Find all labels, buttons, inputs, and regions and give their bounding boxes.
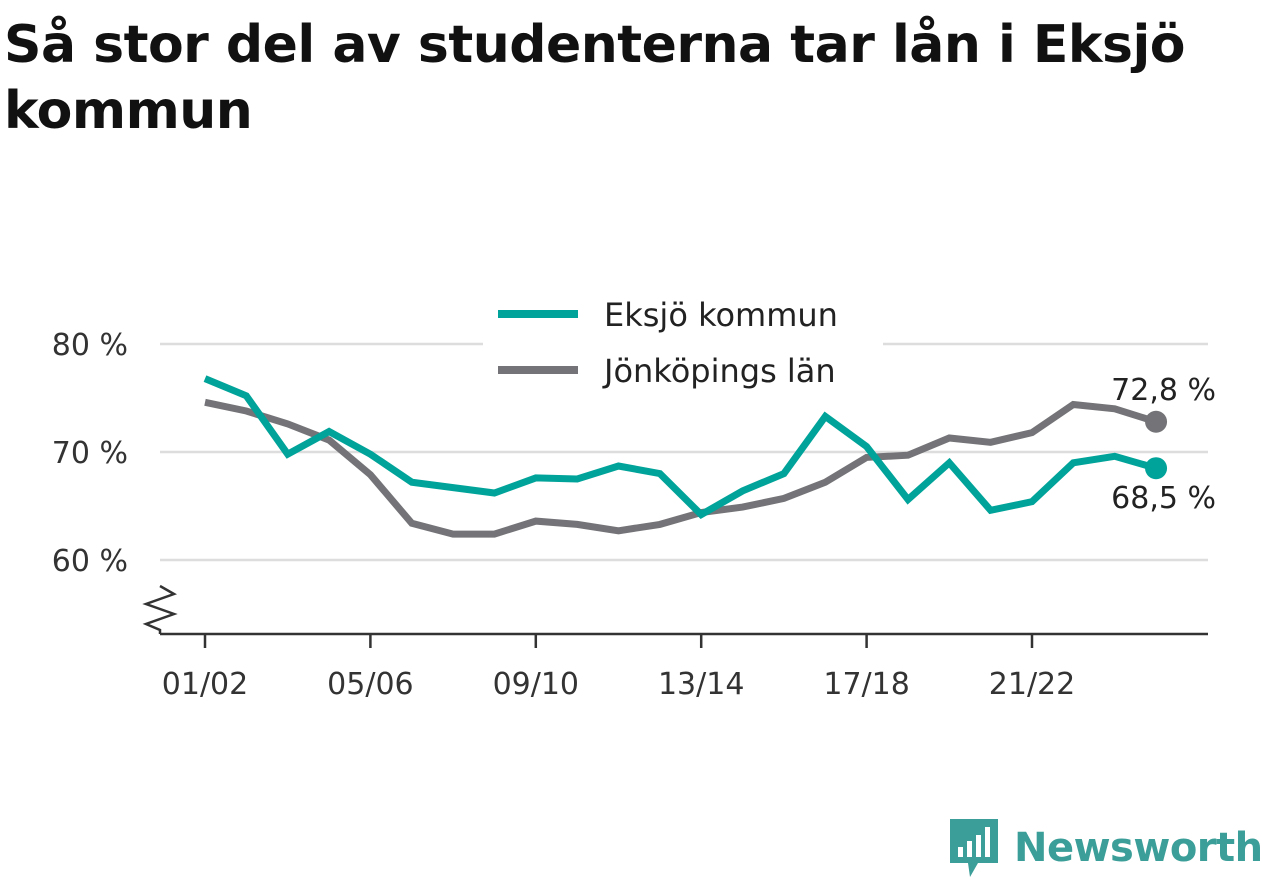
newsworthy-logo-text: Newsworthy xyxy=(1014,825,1262,871)
legend-background xyxy=(483,290,883,402)
legend: Eksjö kommun Jönköpings län xyxy=(483,290,883,402)
series xyxy=(203,375,1168,538)
x-tick-label: 01/02 xyxy=(162,667,248,702)
x-tick-label: 05/06 xyxy=(327,667,413,702)
x-tick-label: 13/14 xyxy=(658,667,744,702)
end-label-jonkoping: 72,8 % xyxy=(1111,373,1216,408)
end-label-eksjo: 68,5 % xyxy=(1111,481,1216,516)
legend-label-jonkoping: Jönköpings län xyxy=(602,352,836,390)
legend-label-eksjo: Eksjö kommun xyxy=(604,296,838,334)
x-tick-label: 21/22 xyxy=(989,667,1075,702)
series-end-point-jonkoping xyxy=(1145,410,1168,433)
series-line-eksjo xyxy=(203,375,1158,519)
x-axis: 01/02 05/06 09/10 13/14 17/18 21/22 xyxy=(142,584,1208,702)
axis-break-icon xyxy=(142,584,178,634)
chart-title: Så stor del av studenterna tar lån i Eks… xyxy=(4,15,1186,141)
newsworthy-logo: Newsworthy xyxy=(948,816,1262,880)
end-labels: 72,8 % 68,5 % xyxy=(1111,373,1216,516)
x-tick-label: 17/18 xyxy=(823,667,909,702)
y-tick-label: 70 % xyxy=(52,436,128,471)
series-end-point-eksjo xyxy=(1145,457,1168,480)
newsworthy-logo-icon xyxy=(950,819,998,877)
y-tick-label: 60 % xyxy=(52,544,128,579)
y-axis: 60 % 70 % 80 % xyxy=(52,328,128,579)
y-tick-label: 80 % xyxy=(52,328,128,363)
series-line-jonkoping xyxy=(204,398,1158,538)
x-tick-label: 09/10 xyxy=(493,667,579,702)
